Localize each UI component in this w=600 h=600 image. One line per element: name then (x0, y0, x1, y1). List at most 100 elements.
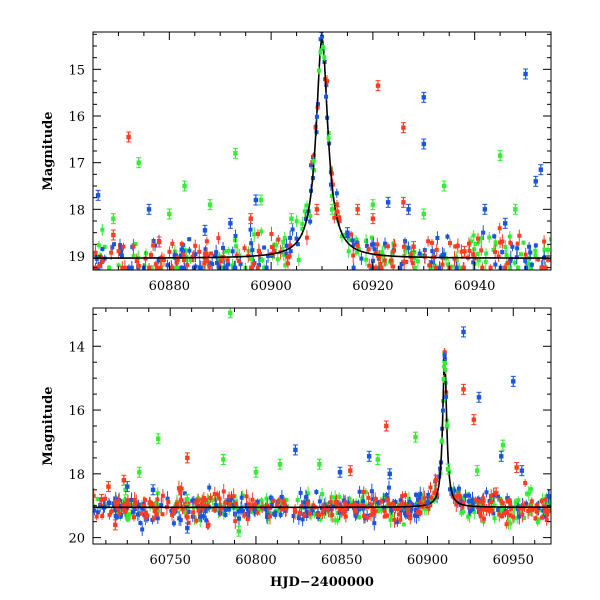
blue-bg-point (118, 514, 123, 519)
bottom-y-axis-title: Magnitude (41, 386, 56, 465)
green-bg-point (284, 497, 289, 502)
red-bg-point (202, 260, 207, 265)
red-bg-point (172, 506, 177, 511)
red-bg-point (523, 252, 528, 257)
red-bg-point (378, 499, 383, 504)
blue-bg-point (187, 248, 192, 253)
blue-bg-point (210, 262, 215, 267)
green-data-point (289, 216, 294, 221)
bottom-model-curve (93, 357, 551, 509)
green-data-point (167, 211, 172, 217)
blue-bg-point (213, 502, 218, 507)
red-bg-point (517, 233, 522, 238)
red-bg-point (216, 236, 221, 241)
blue-bg-point (437, 265, 442, 270)
red-bg-point (154, 506, 159, 511)
red-bg-point (225, 258, 230, 263)
red-bg-point (517, 506, 522, 511)
red-bg-point (321, 506, 326, 511)
red-bg-point (478, 510, 483, 515)
red-bg-point (293, 509, 298, 514)
green-data-point (111, 216, 116, 221)
red-bg-point (181, 258, 186, 263)
blue-bg-point (533, 243, 538, 248)
red-bg-point (403, 493, 408, 498)
red-bg-point (467, 248, 472, 253)
blue-bg-point (208, 261, 213, 266)
red-bg-point (142, 498, 147, 503)
bottom-y-tick-label: 16 (68, 404, 85, 419)
green-data-point (375, 457, 380, 462)
red-bg-point (297, 510, 302, 515)
top-x-tick-label: 60900 (250, 279, 291, 294)
red-bg-point (481, 516, 486, 521)
red-bg-point (196, 508, 201, 513)
red-bg-point (505, 499, 510, 504)
red-bg-point (478, 514, 483, 519)
green-bg-point (240, 493, 245, 498)
green-bg-point (477, 502, 482, 507)
green-bg-point (296, 257, 301, 262)
red-bg-point (93, 250, 98, 255)
red-bg-point (459, 249, 464, 254)
blue-bg-point (383, 241, 388, 246)
green-bg-point (335, 511, 340, 516)
green-bg-point (95, 497, 100, 502)
blue-bg-point (459, 499, 464, 504)
red-bg-point (269, 231, 274, 236)
blue-bg-point (159, 503, 164, 508)
blue-bg-point (118, 251, 123, 256)
red-bg-point (496, 254, 501, 259)
red-bg-point (392, 517, 397, 522)
red-bg-point (205, 254, 210, 259)
blue-bg-point (386, 485, 391, 490)
red-bg-point (353, 502, 358, 507)
green-bg-point (449, 264, 454, 269)
blue-bg-point (193, 252, 198, 257)
blue-bg-point (265, 512, 270, 517)
green-bg-point (215, 256, 220, 261)
bottom-data-points (99, 308, 525, 537)
red-bg-point (351, 503, 356, 508)
blue-bg-point (136, 502, 141, 507)
blue-bg-point (290, 227, 295, 232)
green-data-point (441, 183, 447, 189)
blue-data-point (406, 207, 411, 212)
red-bg-point (373, 265, 378, 270)
green-bg-point (257, 507, 262, 512)
green-bg-point (476, 240, 481, 245)
green-bg-point (283, 263, 288, 268)
blue-bg-point (126, 265, 131, 270)
green-bg-point (526, 261, 531, 266)
red-bg-point (174, 502, 179, 507)
red-data-point (493, 490, 499, 496)
red-bg-point (453, 244, 458, 249)
blue-bg-point (515, 246, 520, 251)
red-bg-point (384, 497, 389, 502)
red-bg-point (147, 500, 152, 505)
green-bg-point (457, 265, 462, 270)
red-bg-point (244, 494, 249, 499)
blue-bg-point (268, 495, 273, 500)
green-bg-point (528, 487, 533, 492)
red-bg-point (265, 503, 270, 508)
green-data-point (236, 529, 242, 534)
red-bg-point (347, 503, 352, 508)
red-bg-point (132, 501, 137, 506)
green-bg-point (226, 248, 231, 253)
red-bg-point (233, 501, 238, 506)
red-bg-point (533, 516, 538, 521)
red-bg-point (351, 253, 356, 258)
blue-bg-point (264, 514, 269, 519)
blue-peak-point (444, 394, 449, 399)
red-bg-point (498, 240, 503, 245)
blue-bg-point (496, 507, 501, 512)
red-data-point (471, 417, 477, 422)
blue-bg-point (365, 243, 370, 248)
blue-data-point (421, 95, 426, 100)
red-bg-point (151, 243, 156, 248)
red-bg-point (207, 264, 212, 269)
green-bg-point (483, 259, 488, 264)
blue-data-point (499, 454, 504, 459)
red-bg-point (209, 251, 214, 256)
